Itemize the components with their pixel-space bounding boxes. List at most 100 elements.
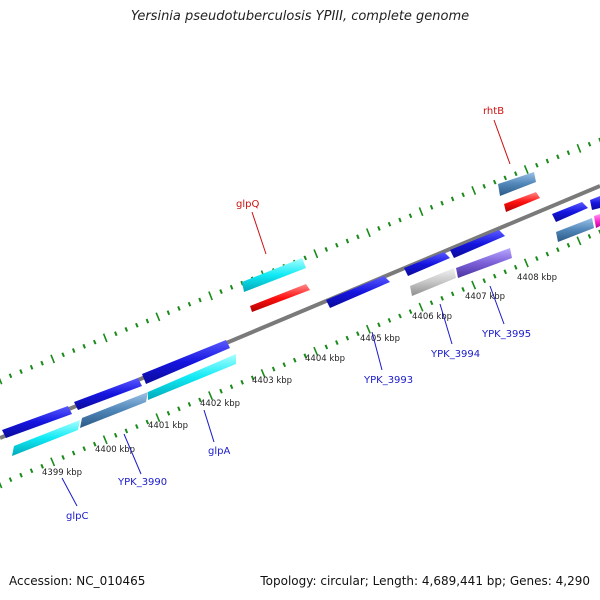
feature-ypk3990[interactable] — [80, 392, 148, 428]
minor-tick — [124, 327, 129, 332]
minor-tick — [535, 256, 539, 261]
minor-tick — [387, 318, 392, 323]
minor-tick — [556, 154, 560, 160]
major-tick — [365, 228, 371, 238]
minor-tick — [113, 432, 118, 438]
feature-left-blue-1[interactable] — [2, 406, 72, 438]
major-tick — [576, 236, 582, 246]
gene-label-rhtB: rhtB — [483, 106, 504, 117]
gene-label-ypk3993: YPK_3993 — [363, 375, 413, 386]
minor-tick — [356, 234, 360, 240]
minor-tick — [324, 247, 329, 252]
minor-tick — [145, 419, 150, 425]
minor-tick — [282, 362, 287, 368]
minor-tick — [61, 455, 65, 460]
feature-edge-magenta[interactable] — [594, 214, 600, 228]
feature-ypk3993[interactable] — [326, 276, 390, 308]
minor-tick — [461, 192, 465, 198]
feature-rhtB[interactable] — [504, 192, 540, 212]
minor-tick — [187, 402, 192, 407]
gene-label-glpQ: glpQ — [236, 199, 259, 210]
minor-tick — [492, 273, 497, 279]
minor-tick — [292, 357, 297, 363]
minor-tick — [566, 242, 571, 248]
feature-left-blue-3[interactable] — [142, 340, 230, 384]
kbp-label: 4408 kbp — [517, 273, 557, 283]
minor-tick — [566, 150, 571, 156]
major-tick — [365, 324, 371, 334]
feature-top-b[interactable] — [450, 230, 505, 258]
minor-tick — [503, 175, 508, 181]
kbp-labels: 4399 kbp 4400 kbp 4401 kbp 4402 kbp 4403… — [42, 273, 557, 478]
major-tick — [102, 333, 108, 343]
kbp-label: 4400 kbp — [95, 445, 135, 455]
major-tick — [418, 302, 424, 312]
kbp-label: 4404 kbp — [305, 354, 345, 364]
kbp-label: 4402 kbp — [200, 399, 240, 409]
kbp-label: 4405 kbp — [360, 334, 400, 344]
minor-tick — [440, 295, 444, 301]
feature-ypk3994[interactable] — [410, 268, 456, 296]
gene-label-ypk3994: YPK_3994 — [430, 349, 480, 360]
major-tick — [50, 457, 56, 467]
minor-tick — [556, 247, 560, 253]
major-tick — [418, 207, 424, 217]
minor-tick — [408, 309, 413, 314]
minor-tick — [250, 375, 255, 381]
minor-tick — [450, 196, 455, 202]
minor-tick — [345, 335, 350, 341]
minor-tick — [40, 463, 44, 469]
outer-tick-track — [0, 137, 600, 385]
feature-top-right[interactable] — [552, 202, 588, 222]
minor-tick — [587, 141, 592, 147]
minor-tick — [335, 242, 339, 248]
minor-tick — [40, 360, 44, 366]
minor-tick — [177, 406, 181, 412]
major-tick — [208, 291, 213, 301]
gene-label-glpA: glpA — [208, 446, 230, 457]
feature-glpA[interactable] — [148, 354, 236, 400]
feature-right-steel[interactable] — [556, 218, 594, 242]
minor-tick — [545, 251, 550, 257]
feature-edge-blue[interactable] — [590, 196, 600, 210]
minor-tick — [29, 364, 34, 370]
minor-tick — [303, 353, 308, 359]
minor-tick — [598, 137, 600, 143]
minor-tick — [19, 369, 23, 374]
minor-tick — [198, 397, 202, 403]
major-tick — [260, 368, 266, 378]
gene-label-ypk3990: YPK_3990 — [117, 477, 167, 488]
minor-tick — [92, 339, 97, 345]
feature-glpC[interactable] — [12, 420, 80, 456]
minor-tick — [92, 441, 97, 447]
kbp-label: 4407 kbp — [465, 292, 505, 302]
feature-glpQ[interactable] — [242, 258, 306, 292]
minor-tick — [135, 424, 139, 429]
feature-ypk3995[interactable] — [456, 248, 512, 278]
inner-tick-track — [0, 229, 600, 489]
gene-label-glpC: glpC — [66, 511, 88, 522]
major-tick — [0, 377, 3, 385]
kbp-label: 4399 kbp — [42, 468, 82, 478]
feature-top-a[interactable] — [404, 252, 450, 276]
minor-tick — [303, 255, 308, 261]
minor-tick — [29, 468, 34, 474]
minor-tick — [187, 301, 192, 307]
accession-text: Accession: NC_010465 — [9, 574, 146, 588]
minor-tick — [503, 269, 508, 275]
major-tick — [102, 435, 108, 445]
minor-tick — [324, 344, 329, 350]
minor-tick — [356, 331, 360, 337]
minor-tick — [177, 306, 181, 311]
minor-tick — [166, 310, 171, 316]
minor-tick — [398, 217, 402, 223]
feature-glpQ-red[interactable] — [250, 284, 310, 312]
minor-tick — [71, 348, 76, 353]
minor-tick — [8, 373, 13, 379]
feature-left-blue-2[interactable] — [74, 378, 142, 410]
feature-rhtB-steel[interactable] — [498, 172, 536, 196]
minor-tick — [377, 226, 381, 231]
minor-tick — [219, 388, 223, 394]
minor-tick — [429, 204, 434, 210]
